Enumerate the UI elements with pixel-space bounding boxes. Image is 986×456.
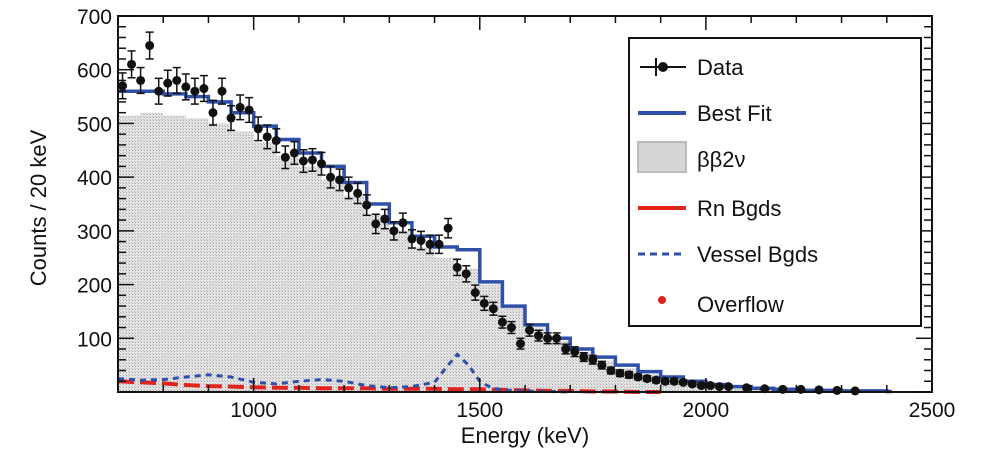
data-point bbox=[208, 108, 218, 118]
data-point bbox=[154, 86, 164, 96]
data-point bbox=[163, 78, 173, 88]
data-point bbox=[244, 105, 254, 115]
series-bb2v-fill bbox=[118, 112, 892, 392]
data-point bbox=[633, 372, 643, 382]
y-tick-label: 600 bbox=[77, 60, 112, 83]
data-point bbox=[660, 376, 670, 386]
data-point bbox=[642, 374, 652, 384]
data-point bbox=[172, 75, 182, 85]
y-tick-label: 700 bbox=[77, 6, 112, 29]
data-point bbox=[696, 381, 706, 391]
y-tick-label: 400 bbox=[77, 167, 112, 190]
data-point bbox=[253, 124, 263, 134]
data-point bbox=[298, 156, 308, 166]
data-point bbox=[832, 385, 842, 395]
data-point bbox=[118, 81, 128, 91]
data-point bbox=[579, 352, 589, 362]
data-point bbox=[217, 86, 227, 96]
data-point bbox=[742, 383, 752, 393]
data-point bbox=[136, 75, 146, 85]
data-point bbox=[326, 172, 336, 182]
data-point bbox=[371, 219, 381, 229]
data-point bbox=[669, 376, 679, 386]
data-point bbox=[127, 59, 137, 69]
data-point bbox=[651, 375, 661, 385]
data-point bbox=[344, 183, 354, 193]
x-axis-title: Energy (keV) bbox=[461, 423, 589, 448]
data-point bbox=[280, 152, 290, 162]
data-point bbox=[416, 236, 426, 246]
data-point bbox=[597, 360, 607, 370]
data-point bbox=[389, 226, 399, 236]
data-point bbox=[335, 175, 345, 185]
data-point bbox=[271, 136, 281, 146]
x-tick-label: 1000 bbox=[230, 399, 277, 422]
x-tick-label: 1500 bbox=[456, 399, 503, 422]
data-point bbox=[181, 82, 191, 92]
legend-vessel-label: Vessel Bgds bbox=[697, 242, 818, 267]
data-point bbox=[488, 304, 498, 314]
y-axis-title: Counts / 20 keV bbox=[26, 129, 51, 286]
data-point bbox=[190, 86, 200, 96]
data-point bbox=[380, 214, 390, 224]
legend-best-fit-label: Best Fit bbox=[697, 101, 772, 126]
data-point bbox=[624, 370, 634, 380]
data-point bbox=[705, 381, 715, 391]
data-point bbox=[353, 188, 363, 198]
data-point bbox=[552, 333, 562, 343]
data-point bbox=[543, 333, 553, 343]
legend-box bbox=[628, 37, 922, 327]
legend-overflow-marker bbox=[658, 296, 666, 304]
data-point bbox=[606, 366, 616, 376]
data-point bbox=[814, 385, 824, 395]
data-point bbox=[226, 113, 236, 123]
legend-data-marker bbox=[658, 62, 668, 72]
x-tick-label: 2000 bbox=[683, 399, 730, 422]
data-point bbox=[262, 132, 272, 142]
y-tick-label: 100 bbox=[77, 328, 112, 351]
data-point bbox=[362, 200, 372, 210]
data-point bbox=[199, 84, 209, 94]
data-point bbox=[615, 368, 625, 378]
data-point bbox=[307, 155, 317, 165]
legend-rn-label: Rn Bgds bbox=[697, 196, 781, 221]
y-tick-label: 500 bbox=[77, 113, 112, 136]
data-point bbox=[714, 382, 724, 392]
legend-bb2v-swatch bbox=[637, 141, 687, 173]
data-point bbox=[534, 331, 544, 341]
data-point bbox=[398, 218, 408, 228]
legend: Data Best Fit ββ2ν Rn Bgds Vessel Bgds O… bbox=[628, 37, 922, 327]
data-point bbox=[525, 325, 535, 335]
legend-data-label: Data bbox=[697, 55, 744, 80]
y-tick-label: 300 bbox=[77, 221, 112, 244]
data-point bbox=[570, 347, 580, 357]
data-point bbox=[678, 377, 688, 387]
y-tick-label: 200 bbox=[77, 275, 112, 298]
data-point bbox=[461, 269, 471, 279]
data-point bbox=[425, 239, 435, 249]
data-point bbox=[434, 239, 444, 249]
x-tick-label: 2500 bbox=[909, 399, 956, 422]
series-best-fit-line bbox=[118, 89, 892, 394]
data-point bbox=[452, 262, 462, 272]
data-point bbox=[724, 382, 733, 392]
data-point bbox=[145, 41, 155, 51]
data-point bbox=[850, 386, 860, 396]
data-point bbox=[443, 223, 453, 233]
data-point bbox=[235, 102, 245, 112]
data-point bbox=[506, 323, 516, 333]
data-point bbox=[289, 148, 299, 158]
data-point bbox=[561, 344, 571, 354]
data-point bbox=[515, 339, 525, 349]
data-point bbox=[470, 288, 480, 298]
data-point bbox=[687, 379, 697, 389]
data-point bbox=[317, 159, 326, 169]
data-point bbox=[479, 298, 489, 308]
legend-bb2v-label: ββ2ν bbox=[697, 147, 746, 172]
legend-overflow-label: Overflow bbox=[697, 292, 784, 317]
data-point bbox=[407, 234, 417, 244]
data-point bbox=[497, 317, 507, 327]
data-point bbox=[588, 355, 598, 365]
